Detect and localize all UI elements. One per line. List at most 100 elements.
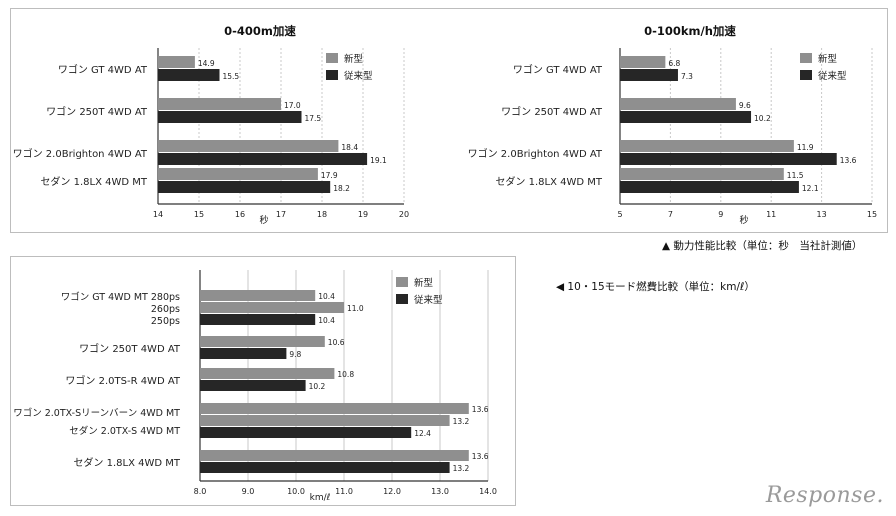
data-label: 18.4: [341, 143, 358, 152]
data-label: 13.6: [472, 452, 489, 461]
x-tick-label: 14: [153, 210, 163, 219]
x-tick-label: 18: [317, 210, 327, 219]
category-label: ワゴン GT 4WD AT: [513, 63, 603, 76]
bar: [200, 427, 412, 438]
legend-swatch: [396, 277, 408, 287]
data-label: 14.9: [198, 59, 215, 68]
data-label: 10.2: [754, 114, 771, 123]
x-tick-label: 8.0: [194, 487, 207, 496]
bar: [200, 415, 450, 426]
legend-label: 新型: [344, 53, 364, 65]
bar: [620, 153, 837, 165]
x-tick-label: 5: [617, 210, 622, 219]
data-label: 10.6: [328, 338, 345, 347]
legend-swatch: [800, 53, 812, 63]
bar: [620, 69, 678, 81]
data-label: 12.4: [414, 429, 431, 438]
category-label: ワゴン GT 4WD MT 280ps: [61, 291, 180, 303]
x-tick-label: 13.0: [431, 487, 449, 496]
category-label: ワゴン 250T 4WD AT: [79, 342, 181, 355]
data-label: 19.1: [370, 156, 387, 165]
x-tick-label: 10.0: [287, 487, 305, 496]
category-label: ワゴン GT 4WD AT: [58, 63, 148, 76]
bar: [158, 111, 302, 123]
bar: [200, 290, 316, 301]
data-label: 10.8: [337, 370, 354, 379]
x-tick-label: 11.0: [335, 487, 353, 496]
category-label: ワゴン 2.0Brighton 4WD AT: [13, 147, 148, 160]
x-tick-label: 20: [399, 210, 409, 219]
data-label: 9.6: [739, 101, 751, 110]
data-label: 17.0: [284, 101, 301, 110]
x-tick-label: 9: [718, 210, 723, 219]
data-label: 15.5: [223, 72, 240, 81]
category-label: セダン 1.8LX 4WD MT: [73, 456, 180, 469]
x-tick-label: 7: [668, 210, 673, 219]
bar: [620, 168, 784, 180]
bar: [158, 98, 281, 110]
legend-label: 新型: [818, 53, 838, 65]
data-label: 17.9: [321, 171, 338, 180]
legend-swatch: [326, 53, 338, 63]
bar: [200, 336, 325, 347]
bar: [158, 140, 339, 152]
x-axis-label: 秒: [259, 214, 268, 226]
data-label: 13.6: [840, 156, 857, 165]
data-label: 17.5: [305, 114, 322, 123]
data-label: 11.5: [787, 171, 804, 180]
data-label: 6.8: [668, 59, 680, 68]
data-label: 18.2: [333, 184, 350, 193]
bar: [200, 462, 450, 473]
bar: [158, 153, 368, 165]
data-label: 10.2: [309, 382, 326, 391]
legend-label: 従来型: [818, 70, 847, 82]
category-label: 260ps: [151, 304, 180, 315]
x-tick-label: 13: [817, 210, 827, 219]
x-tick-label: 12.0: [383, 487, 401, 496]
legend-swatch: [396, 294, 408, 304]
category-label: ワゴン 2.0TS-R 4WD AT: [65, 374, 180, 387]
chart-title: 0-100km/h加速: [644, 24, 736, 38]
x-tick-label: 15: [867, 210, 877, 219]
x-tick-label: 16: [235, 210, 245, 219]
bar: [200, 368, 335, 379]
category-label: ワゴン 250T 4WD AT: [46, 105, 148, 118]
legend-swatch: [800, 70, 812, 80]
bar: [158, 56, 195, 68]
bar: [200, 348, 287, 359]
legend-label: 新型: [414, 277, 434, 289]
data-label: 11.9: [797, 143, 814, 152]
data-label: 12.1: [802, 184, 819, 193]
legend-label: 従来型: [344, 70, 373, 82]
category-label: セダン 2.0TX-S 4WD MT: [69, 425, 180, 437]
bar: [200, 380, 306, 391]
category-label: 250ps: [151, 316, 180, 327]
data-label: 10.4: [318, 292, 335, 301]
bar: [620, 56, 666, 68]
bar: [158, 69, 220, 81]
bar: [158, 168, 318, 180]
category-label: ワゴン 2.0Brighton 4WD AT: [468, 147, 603, 160]
legend-label: 従来型: [414, 294, 443, 306]
fuel-caption: ◀ 10・15モード燃費比較（単位：km/ℓ）: [556, 281, 755, 293]
bar: [200, 314, 316, 325]
bar: [620, 98, 736, 110]
x-axis-label: km/ℓ: [310, 493, 331, 503]
x-tick-label: 15: [194, 210, 204, 219]
data-label: 9.8: [289, 350, 301, 359]
x-tick-label: 17: [276, 210, 286, 219]
bar: [200, 450, 469, 461]
x-tick-label: 11: [766, 210, 776, 219]
x-axis-label: 秒: [739, 214, 748, 226]
data-label: 13.2: [453, 417, 470, 426]
data-label: 11.0: [347, 304, 364, 313]
response-logo: Response.: [765, 483, 884, 508]
data-label: 10.4: [318, 316, 335, 325]
performance-caption: ▲ 動力性能比較（単位：秒 当社計測値）: [662, 240, 863, 252]
x-tick-label: 19: [358, 210, 368, 219]
category-label: ワゴン 2.0TX-Sリーンバーン 4WD MT: [13, 407, 180, 419]
bar: [200, 403, 469, 414]
